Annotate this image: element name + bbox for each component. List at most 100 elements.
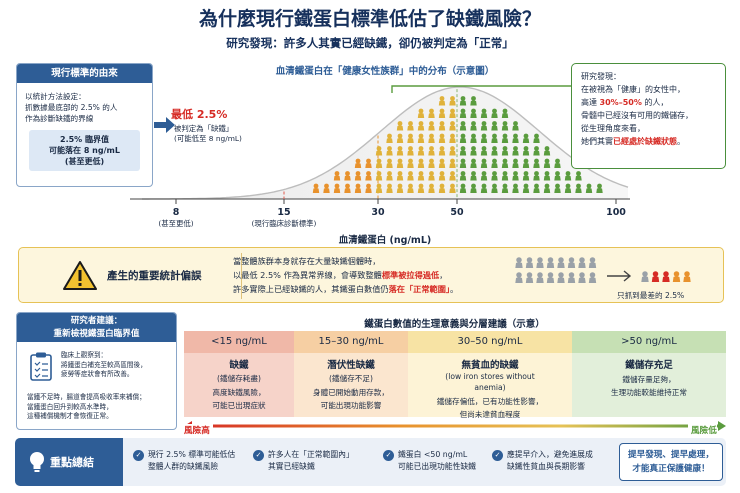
person-icon-body: [522, 188, 530, 193]
person-icon-body: [515, 277, 523, 283]
person-icon-head: [376, 146, 382, 151]
person-icon-body: [480, 175, 488, 181]
person-icon-head: [471, 133, 476, 139]
lowest-note-line: 被判定為「缺鐵」: [174, 124, 234, 133]
person-icon-head: [481, 133, 487, 139]
person-icon-head: [555, 183, 560, 189]
bias-text: 當整體族群本身就存在大量缺鐵個體時， 以最低 2.5% 作為異常界線，會導致整體…: [233, 254, 458, 296]
zone-range: 15–30 ng/mL: [294, 331, 408, 353]
person-icon-body: [386, 175, 393, 181]
person-icon-body: [480, 138, 488, 143]
person-icon-head: [502, 133, 508, 139]
person-icon-head: [589, 257, 596, 263]
person-icon-body: [333, 188, 341, 193]
person-icon-body: [375, 188, 383, 193]
person-icon-body: [480, 188, 488, 193]
person-icon-head: [450, 146, 455, 151]
zone-card: >50 ng/mL 鐵儲存充足 鐵儲存量足夠， 生理功能較能維持正常: [572, 331, 726, 417]
person-icon-head: [471, 96, 476, 101]
person-icon-body: [396, 138, 404, 143]
person-icon-head: [376, 158, 382, 164]
person-icon-body: [417, 125, 425, 131]
person-icon-body: [386, 138, 393, 143]
person-icon-head: [652, 271, 659, 277]
clinical-line: 臨床上觀察到：: [61, 351, 108, 359]
person-icon-body: [543, 150, 551, 156]
person-icon-head: [387, 183, 392, 189]
person-icon-head: [481, 108, 487, 114]
person-icon-head: [387, 146, 392, 151]
bias-label: 產生的重要統計偏誤: [107, 270, 202, 282]
person-icon-head: [450, 158, 455, 164]
check-icon: ✓: [492, 450, 503, 461]
person-icon-head: [397, 183, 403, 189]
lowest-2.5pct-label: 最低 2.5%: [171, 108, 228, 121]
person-icon-head: [366, 171, 371, 176]
callout-line: 提早發現、提早處理，: [628, 450, 714, 460]
person-icon-head: [471, 171, 476, 176]
population-icons: [515, 257, 691, 283]
person-icon-body: [533, 150, 540, 156]
person-icon-body: [459, 100, 467, 106]
zones-title: 鐵蛋白數值的生理意義與分層建議（示意）: [364, 319, 545, 330]
page-subtitle: 研究發現：許多人其實已經缺鐵，卻仍被判定為「正常」: [226, 36, 514, 50]
person-icon-body: [470, 150, 477, 156]
person-icon-body: [512, 175, 519, 181]
person-icon-head: [439, 158, 445, 164]
person-icon-body: [672, 276, 681, 282]
person-icon-body: [459, 163, 467, 168]
person-icon-body: [396, 150, 404, 156]
person-icon-head: [429, 121, 434, 126]
person-icon-head: [460, 96, 466, 101]
person-icon-head: [547, 272, 554, 278]
zone-name: 無貧血的缺鐵: [461, 360, 519, 371]
person-icon-body: [344, 175, 351, 181]
person-icon-body: [354, 188, 362, 193]
person-icon-head: [460, 158, 466, 164]
person-icon-head: [502, 183, 508, 189]
summary-item-line: 現行 2.5% 標準可能低估: [148, 450, 236, 459]
zone-range: <15 ng/mL: [184, 331, 294, 353]
person-icon-body: [459, 125, 467, 131]
person-icon-head: [544, 171, 550, 176]
person-icon-head: [481, 183, 487, 189]
person-icon-body: [491, 150, 498, 156]
person-icon-body: [407, 125, 414, 131]
person-icon-body: [501, 113, 509, 118]
person-icon-head: [460, 133, 466, 139]
person-icon-body: [546, 277, 555, 283]
person-icon-body: [554, 188, 561, 193]
person-icon-body: [459, 138, 467, 143]
person-icon-head: [565, 183, 571, 189]
person-icon-body: [543, 175, 551, 181]
page-title: 為什麼現行鐵蛋白標準低估了缺鐵風險？: [198, 8, 541, 30]
person-icon-body: [525, 277, 534, 283]
person-icon-head: [439, 121, 445, 126]
person-icon-head: [537, 257, 543, 263]
person-icon-head: [673, 271, 680, 277]
bias-line: 以最低 2.5% 作為異常界線，會導致整體標準被拉得過低，: [233, 268, 458, 282]
person-icon-body: [428, 138, 435, 143]
person-icon-head: [471, 158, 476, 164]
zone-desc: 可能出現功能影響: [320, 401, 382, 410]
person-icon-body: [375, 150, 383, 156]
person-icon-head: [576, 171, 581, 176]
person-icon-body: [459, 113, 467, 118]
cutoff-line: 可能落在 8 ng/mL: [49, 146, 120, 155]
check-icon: ✓: [383, 450, 394, 461]
person-icon-body: [344, 188, 351, 193]
person-icon-head: [408, 121, 413, 126]
finding-highlight: 已經處於缺鐵狀態: [613, 137, 677, 146]
finding-highlight: 30%–50%: [599, 98, 642, 107]
person-icon-body: [533, 188, 540, 193]
callout-line: 才能真正保護健康！: [632, 464, 710, 474]
person-icon-body: [396, 188, 404, 193]
lowest-note-line: (可能低至 8 ng/mL): [174, 134, 242, 143]
person-icon-body: [557, 262, 565, 268]
person-icon-body: [375, 175, 383, 181]
bias-text-part: 許多實際上已經缺鐵的人，其鐵蛋白數值仍: [233, 284, 389, 294]
person-icon-head: [355, 158, 361, 164]
person-icon-head: [502, 108, 508, 114]
person-icon-head: [492, 108, 497, 114]
person-icon-body: [683, 276, 691, 282]
